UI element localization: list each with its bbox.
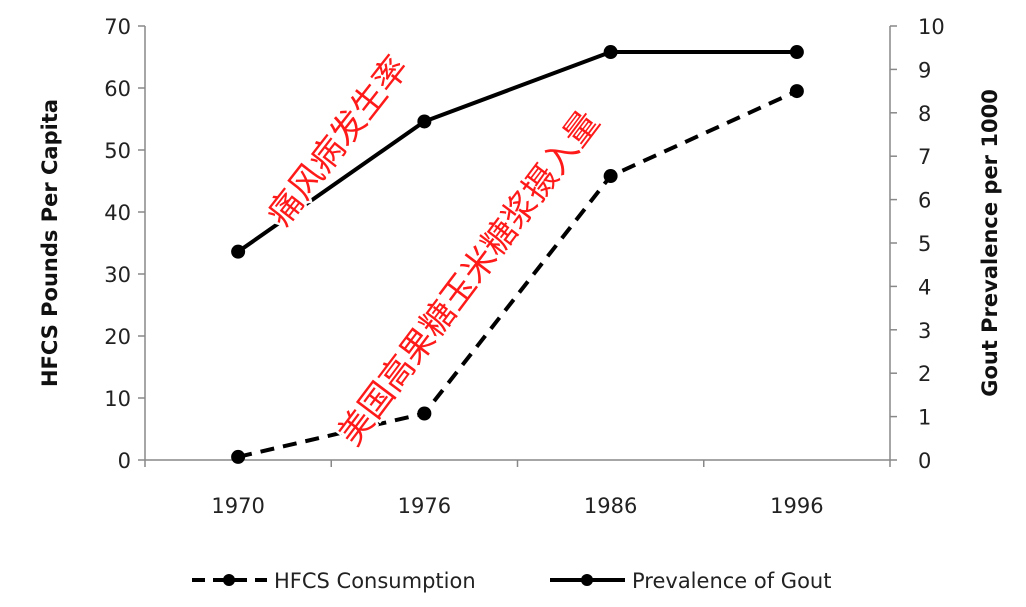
left-y-tick-label: 50 [104, 139, 131, 163]
right-y-tick-label: 7 [918, 145, 931, 169]
left-y-tick-label: 10 [104, 387, 131, 411]
legend-item-gout: Prevalence of Gout [550, 569, 831, 593]
legend-marker-hfcs [223, 574, 235, 586]
series-line-gout [236, 50, 797, 254]
right-y-ticks: 0 1 2 3 4 5 6 7 8 9 10 [890, 15, 945, 473]
left-y-tick-label: 40 [104, 201, 131, 225]
legend-label-hfcs: HFCS Consumption [274, 569, 476, 593]
right-y-tick-label: 3 [918, 319, 931, 343]
x-tick-label: 1970 [211, 494, 264, 518]
x-tick-labels: 1970 1976 1986 1996 [211, 494, 823, 518]
right-y-tick-label: 10 [918, 15, 945, 39]
right-y-tick-label: 2 [918, 362, 931, 386]
data-point-hfcs [417, 406, 432, 421]
right-y-tick-label: 0 [918, 449, 931, 473]
left-y-tick-label: 60 [104, 77, 131, 101]
x-tick-label: 1996 [770, 494, 823, 518]
left-y-tick-label: 30 [104, 263, 131, 287]
left-y-tick-label: 20 [104, 325, 131, 349]
data-point-gout [789, 45, 804, 60]
left-y-ticks: 0 10 20 30 40 50 60 70 [104, 15, 145, 473]
right-y-tick-label: 4 [918, 275, 931, 299]
data-point-hfcs [603, 169, 618, 184]
legend-label-gout: Prevalence of Gout [632, 569, 831, 593]
legend-marker-gout [581, 574, 593, 586]
legend: HFCS Consumption Prevalence of Gout [192, 569, 831, 593]
right-y-tick-label: 1 [918, 406, 931, 430]
data-point-gout [231, 244, 246, 259]
x-tick-marks [144, 460, 891, 467]
series-gout [231, 45, 804, 259]
data-point-gout [417, 114, 432, 129]
x-tick-label: 1986 [584, 494, 637, 518]
left-axis-title: HFCS Pounds Per Capita [38, 99, 62, 387]
data-point-hfcs [789, 84, 804, 99]
right-axis-title: Gout Prevalence per 1000 [978, 89, 1002, 397]
data-point-gout [603, 45, 618, 60]
right-y-tick-label: 5 [918, 232, 931, 256]
left-y-tick-label: 0 [118, 449, 131, 473]
right-y-tick-label: 8 [918, 102, 931, 126]
left-y-tick-label: 70 [104, 15, 131, 39]
right-y-tick-label: 6 [918, 189, 931, 213]
data-point-hfcs [231, 449, 246, 464]
legend-item-hfcs: HFCS Consumption [192, 569, 476, 593]
x-tick-label: 1976 [398, 494, 451, 518]
series-hfcs [231, 84, 804, 464]
series-line-hfcs [237, 89, 798, 459]
right-y-tick-label: 9 [918, 58, 931, 82]
series-layer [231, 45, 804, 464]
